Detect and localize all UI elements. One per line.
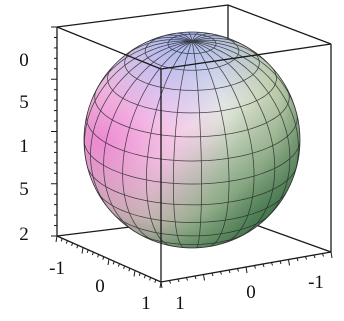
axis-tick	[186, 277, 188, 281]
axis-tick	[138, 272, 141, 276]
axis-tick	[112, 261, 115, 265]
bottom-right-axis-labels: 1 0 -1	[175, 272, 324, 314]
mesh-line	[122, 41, 193, 243]
left-tick-label: 5	[19, 92, 29, 113]
mesh-line	[146, 41, 193, 247]
mesh-line	[107, 65, 277, 114]
mesh-line	[103, 41, 193, 234]
mesh-line	[84, 41, 193, 166]
mesh-line	[191, 40, 299, 120]
bottom-left-tick-label: 0	[95, 276, 105, 297]
axis-tick	[169, 280, 171, 284]
axis-ticks	[51, 26, 333, 289]
axis-tick	[228, 269, 231, 274]
axis-tick	[71, 242, 74, 247]
axis-tick	[81, 247, 84, 254]
mesh-line	[191, 33, 212, 42]
mesh-line	[191, 41, 202, 248]
mesh-line	[91, 40, 193, 100]
axis-tick	[143, 274, 146, 279]
mesh-line	[172, 41, 193, 248]
axis-tick	[322, 253, 324, 257]
axis-tick	[288, 259, 290, 266]
axis-tick	[296, 257, 299, 262]
mesh-line	[191, 41, 276, 238]
bottom-left-tick-label: -1	[49, 258, 65, 279]
axis-tick	[160, 281, 163, 289]
axis-tick	[149, 277, 152, 281]
mesh-line	[191, 41, 291, 224]
axis-tick	[117, 263, 120, 267]
mesh-line	[163, 34, 193, 42]
mesh-line	[86, 113, 298, 162]
mesh-line	[191, 41, 255, 245]
axis-tick	[271, 262, 273, 266]
sphere-surface	[83, 31, 301, 249]
left-axis-labels: 0 5 1 5 2	[19, 50, 29, 245]
left-tick-label: 5	[19, 179, 29, 200]
axis-tick	[128, 268, 131, 272]
axis-tick	[194, 275, 197, 280]
axis-tick	[245, 266, 248, 274]
mesh-line	[90, 41, 193, 213]
left-tick-label: 1	[19, 136, 29, 157]
bottom-right-tick-label: 1	[175, 293, 185, 314]
axis-tick	[254, 265, 256, 269]
axis-tick	[102, 256, 105, 260]
axis-tick	[133, 270, 136, 277]
axis-tick	[330, 251, 333, 259]
mesh-line	[84, 140, 300, 185]
axis-tick	[55, 235, 58, 243]
axis-tick	[220, 271, 222, 275]
axis-tick	[123, 265, 126, 270]
mesh-line	[191, 41, 299, 185]
axis-tick	[237, 268, 239, 272]
mesh-line	[191, 41, 230, 248]
mesh-line	[94, 87, 290, 138]
bottom-right-tick-label: 0	[246, 282, 256, 303]
axis-tick	[313, 254, 316, 259]
axis-tick	[60, 238, 63, 242]
sphere-mesh	[84, 32, 300, 248]
axis-tick	[262, 263, 265, 268]
axis-tick	[177, 278, 180, 283]
axis-tick	[76, 245, 79, 249]
mesh-line	[136, 231, 249, 245]
mesh-line	[112, 213, 271, 237]
bottom-left-tick-label: 1	[141, 293, 151, 314]
axis-tick	[91, 251, 94, 256]
mesh-line	[86, 165, 298, 206]
left-tick-label: 2	[19, 224, 29, 245]
left-tick-label: 0	[19, 50, 29, 71]
axis-tick	[211, 272, 214, 277]
axis-tick	[97, 254, 100, 258]
axis-tick	[154, 279, 157, 283]
mesh-line	[96, 191, 287, 223]
bottom-right-tick-label: -1	[308, 272, 324, 293]
axis-tick	[305, 256, 307, 260]
axis-tick	[279, 260, 282, 265]
bottom-left-axis-labels: -1 0 1	[49, 258, 151, 314]
axis-tick	[107, 258, 110, 266]
axis-tick	[86, 249, 89, 253]
axis-tick	[65, 240, 68, 244]
axis-tick	[203, 274, 205, 281]
